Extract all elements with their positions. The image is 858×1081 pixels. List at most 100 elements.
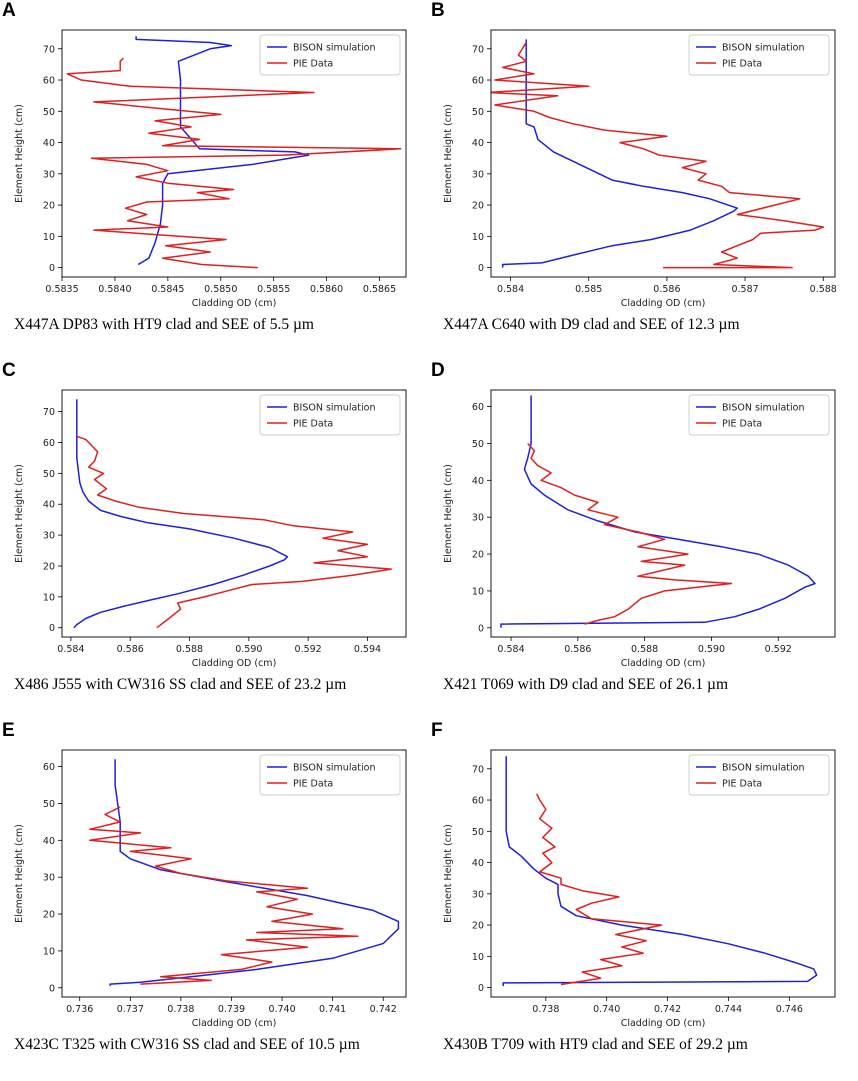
- y-tick-label: 30: [43, 169, 55, 180]
- x-tick-label: 0.588: [631, 644, 658, 655]
- x-tick-label: 0.738: [532, 1004, 559, 1015]
- y-tick-label: 50: [43, 799, 55, 810]
- y-tick-label: 10: [472, 232, 484, 243]
- line-chart: 0.5835 0.5840 0.5845 0.5850 0.5855 0.5860 0.58…: [14, 29, 407, 309]
- series-group: [73, 399, 392, 629]
- x-tick-label: 0.740: [593, 1004, 620, 1015]
- x-tick-label: 0.739: [218, 1004, 245, 1015]
- y-tick-label: 10: [472, 952, 484, 963]
- bison-series-line: [109, 759, 400, 986]
- legend-entry-label: BISON simulation: [722, 43, 804, 54]
- x-axis-label: Cladding OD (cm): [192, 298, 277, 309]
- pie-series-line: [491, 42, 825, 269]
- y-tick-label: 60: [472, 796, 484, 807]
- plot-frame: [490, 29, 836, 278]
- x-tick-label: 0.588: [810, 284, 837, 295]
- series-group: [500, 395, 816, 628]
- bison-series-line: [500, 395, 816, 628]
- y-tick-label: 70: [472, 44, 484, 55]
- legend-entry-label: BISON simulation: [293, 763, 375, 774]
- y-tick-label: 40: [43, 138, 55, 149]
- y-tick-label: 50: [43, 469, 55, 480]
- legend-entry-label: PIE Data: [722, 779, 762, 790]
- pie-series-line: [89, 806, 359, 985]
- y-tick-label: 70: [472, 764, 484, 775]
- plot-frame: [61, 749, 407, 998]
- x-axis-label: Cladding OD (cm): [621, 298, 706, 309]
- y-tick-label: 70: [43, 44, 55, 55]
- y-tick-label: 50: [472, 107, 484, 118]
- panel-caption: X447A C640 with D9 clad and SEE of 12.3 …: [443, 316, 740, 333]
- x-tick-label: 0.737: [117, 1004, 144, 1015]
- panel-letter: A: [2, 0, 16, 21]
- x-tick-label: 0.590: [235, 644, 262, 655]
- y-tick-label: 10: [472, 586, 484, 597]
- line-chart: 0.738 0.740 0.742 0.744 0.746 0 10 20 30 40 50 60 70…: [443, 749, 836, 1029]
- legend-entry-label: BISON simulation: [293, 403, 375, 414]
- x-tick-label: 0.5855: [257, 284, 290, 295]
- panel-c: C 0.584 0.586 0.588 0.590 0.592 0.594 0 10 20 30 4…: [0, 360, 429, 720]
- x-tick-label: 0.744: [715, 1004, 742, 1015]
- bison-series-line: [502, 756, 818, 987]
- panel-b: B 0.584 0.585 0.586 0.587 0.588 0 10 20 30 40 50 60…: [429, 0, 858, 360]
- y-axis-label: Element Height (cm): [14, 464, 25, 563]
- panel-letter: F: [431, 720, 443, 741]
- x-tick-label: 0.742: [370, 1004, 397, 1015]
- series-group: [89, 759, 400, 986]
- x-tick-label: 0.585: [575, 284, 602, 295]
- y-tick-label: 30: [472, 513, 484, 524]
- y-tick-label: 40: [472, 138, 484, 149]
- y-tick-label: 60: [43, 76, 55, 87]
- x-tick-label: 0.738: [167, 1004, 194, 1015]
- y-tick-label: 0: [478, 983, 484, 994]
- y-tick-label: 60: [472, 76, 484, 87]
- x-axis-label: Cladding OD (cm): [621, 1018, 706, 1029]
- y-tick-label: 0: [49, 623, 55, 634]
- panel-letter: E: [2, 720, 15, 741]
- series-group: [491, 39, 825, 269]
- y-tick-label: 60: [43, 762, 55, 773]
- series-group: [66, 36, 402, 269]
- panel-caption: X421 T069 with D9 clad and SEE of 26.1 µ…: [443, 676, 729, 693]
- x-tick-label: 0.586: [653, 284, 680, 295]
- x-tick-label: 0.5835: [45, 284, 78, 295]
- x-tick-label: 0.592: [295, 644, 322, 655]
- line-chart: 0.584 0.586 0.588 0.590 0.592 0.594 0 10 20 30 40 5…: [14, 389, 407, 669]
- panel-caption: X486 J555 with CW316 SS clad and SEE of …: [14, 676, 347, 693]
- x-tick-label: 0.592: [765, 644, 792, 655]
- plot-frame: [61, 389, 407, 638]
- x-tick-label: 0.5840: [98, 284, 131, 295]
- x-tick-label: 0.746: [776, 1004, 803, 1015]
- x-tick-label: 0.740: [268, 1004, 295, 1015]
- y-tick-label: 40: [472, 858, 484, 869]
- y-axis-label: Element Height (cm): [14, 824, 25, 923]
- pie-series-line: [527, 442, 733, 625]
- x-tick-label: 0.584: [57, 644, 84, 655]
- plot-frame: [490, 389, 836, 638]
- y-axis-label: Element Height (cm): [14, 104, 25, 203]
- legend-entry-label: BISON simulation: [722, 763, 804, 774]
- panel-letter: D: [431, 360, 445, 381]
- x-tick-label: 0.590: [698, 644, 725, 655]
- x-axis-label: Cladding OD (cm): [192, 658, 277, 669]
- x-tick-label: 0.594: [354, 644, 381, 655]
- line-chart: 0.736 0.737 0.738 0.739 0.740 0.741 0.742 0 10 20…: [14, 749, 407, 1029]
- y-axis-label: Element Height (cm): [443, 824, 454, 923]
- panel-letter: C: [2, 360, 16, 381]
- legend-box: [259, 394, 401, 436]
- y-tick-label: 30: [472, 889, 484, 900]
- x-tick-label: 0.588: [176, 644, 203, 655]
- legend-box: [688, 34, 830, 76]
- y-tick-label: 70: [43, 407, 55, 418]
- line-chart: 0.584 0.585 0.586 0.587 0.588 0 10 20 30 40 50 60 70…: [443, 29, 837, 309]
- y-tick-label: 20: [43, 561, 55, 572]
- y-tick-label: 40: [43, 836, 55, 847]
- line-chart: 0.584 0.586 0.588 0.590 0.592 0 10 20 30 40 50 60 Cl…: [443, 389, 836, 669]
- x-tick-label: 0.5865: [363, 284, 396, 295]
- legend-box: [688, 754, 830, 796]
- y-axis-label: Element Height (cm): [443, 104, 454, 203]
- y-tick-label: 40: [43, 500, 55, 511]
- y-tick-label: 0: [478, 623, 484, 634]
- y-tick-label: 20: [472, 550, 484, 561]
- pie-series-line: [536, 793, 663, 986]
